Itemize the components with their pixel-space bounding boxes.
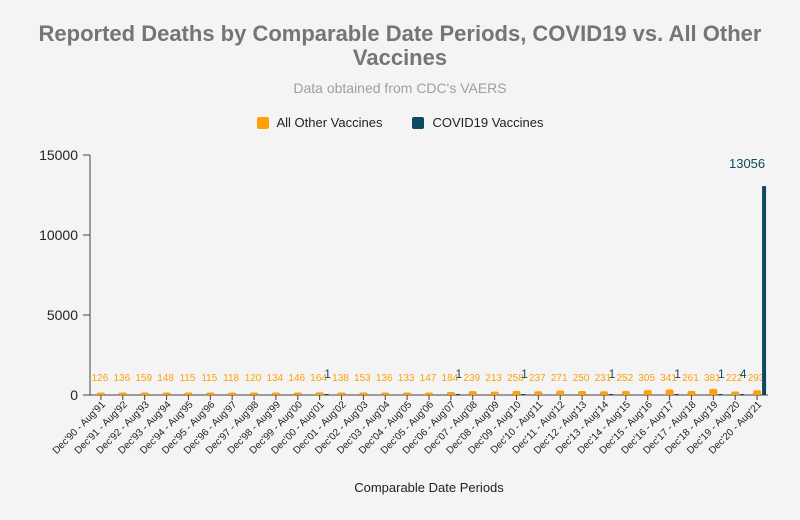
data-label-other-vaccines: 147 [420,373,437,384]
data-label-other-vaccines: 305 [638,373,655,384]
bar-other-vaccines [184,392,193,395]
bar-other-vaccines [315,392,324,395]
bar-other-vaccines [425,392,433,395]
legend-item-covid19-vaccines[interactable]: COVID19 Vaccines [412,115,544,130]
data-label-other-vaccines: 239 [463,373,480,384]
chart-title: Reported Deaths by Comparable Date Perio… [38,21,762,70]
legend-swatch-other [256,116,269,129]
bar-other-vaccines [665,389,674,395]
data-label-other-vaccines: 252 [616,373,633,384]
data-label-other-vaccines: 148 [157,373,174,384]
bar-other-vaccines [534,391,543,395]
bar-other-vaccines [468,391,477,395]
bar-other-vaccines [271,392,280,395]
data-label-covid19-vaccines: 1 [609,367,616,381]
bar-covid19-vaccines [718,394,723,395]
bar-other-vaccines [162,392,171,395]
bar-covid19-vaccines [521,394,526,395]
data-label-other-vaccines: 231 [595,373,612,384]
bar-other-vaccines [140,392,149,395]
data-label-other-vaccines: 118 [223,373,239,384]
bar-other-vaccines [578,391,587,395]
data-label-other-vaccines: 213 [485,373,502,384]
data-label-other-vaccines: 381 [704,373,721,384]
data-label-covid19-vaccines: 4 [740,367,747,381]
data-label-other-vaccines: 258 [507,373,524,384]
data-label-other-vaccines: 120 [245,373,262,384]
data-label-other-vaccines: 136 [113,373,130,384]
bar-other-vaccines [250,392,259,395]
data-label-other-vaccines: 159 [135,373,152,384]
bar-covid19-vaccines [740,394,745,395]
data-label-other-vaccines: 341 [660,373,677,384]
data-label-other-vaccines: 261 [682,373,699,384]
chart-subtitle: Data obtained from CDC's VAERS [293,80,507,96]
bar-other-vaccines [293,392,302,395]
data-label-other-vaccines: 136 [376,373,393,384]
data-label-other-vaccines: 133 [398,373,415,384]
data-label-covid19-vaccines: 13056 [729,156,765,171]
data-label-covid19-vaccines: 1 [521,367,528,381]
data-label-covid19-vaccines: 1 [324,367,331,381]
y-tick-label: 15000 [39,147,78,163]
legend-label-covid: COVID19 Vaccines [432,115,544,130]
bar-other-vaccines [96,392,105,395]
data-label-other-vaccines: 271 [551,373,568,384]
data-label-covid19-vaccines: 1 [718,367,725,381]
bar-other-vaccines [337,392,346,395]
data-label-other-vaccines: 115 [201,373,217,384]
legend-label-other: All Other Vaccines [276,115,383,130]
bar-other-vaccines [206,392,215,395]
bar-other-vaccines [599,391,608,395]
data-label-other-vaccines: 153 [354,373,371,384]
data-label-other-vaccines: 126 [92,373,109,384]
bar-other-vaccines [512,390,521,395]
bar-covid19-vaccines [455,394,460,395]
bar-other-vaccines [753,390,762,395]
legend-item-other-vaccines[interactable]: All Other Vaccines [256,115,383,130]
data-label-other-vaccines: 115 [179,373,195,384]
bar-other-vaccines [731,391,740,395]
data-label-other-vaccines: 222 [726,373,743,384]
bar-covid19-vaccines [324,394,329,395]
data-label-other-vaccines: 184 [442,373,459,384]
bar-other-vaccines [228,392,237,395]
bar-other-vaccines [687,390,696,395]
data-label-other-vaccines: 250 [573,373,590,384]
y-tick-label: 0 [70,387,78,403]
bar-other-vaccines [556,390,565,395]
bar-other-vaccines [403,392,412,395]
data-label-covid19-vaccines: 1 [456,367,463,381]
bar-other-vaccines [621,390,630,395]
bar-other-vaccines [709,388,718,395]
bar-other-vaccines [490,391,499,395]
data-label-other-vaccines: 146 [288,373,305,384]
bar-other-vaccines [446,392,455,395]
data-label-other-vaccines: 164 [310,373,327,384]
bar-other-vaccines [118,392,127,395]
y-tick-label: 5000 [47,307,78,323]
y-tick-label: 10000 [39,227,78,243]
bar-other-vaccines [381,392,390,395]
bar-other-vaccines [359,392,368,395]
data-label-other-vaccines: 134 [267,373,284,384]
bar-other-vaccines [643,390,652,395]
data-label-other-vaccines: 293 [748,373,765,384]
bar-covid19-vaccines [674,394,679,395]
chart-legend: All Other Vaccines COVID19 Vaccines [0,115,800,130]
bar-covid19-vaccines [762,186,767,395]
legend-swatch-covid [412,116,425,129]
x-axis-title: Comparable Date Periods [354,480,504,495]
data-label-covid19-vaccines: 1 [674,367,681,381]
data-label-other-vaccines: 138 [332,373,349,384]
data-label-other-vaccines: 237 [529,373,546,384]
bar-covid19-vaccines [608,394,613,395]
